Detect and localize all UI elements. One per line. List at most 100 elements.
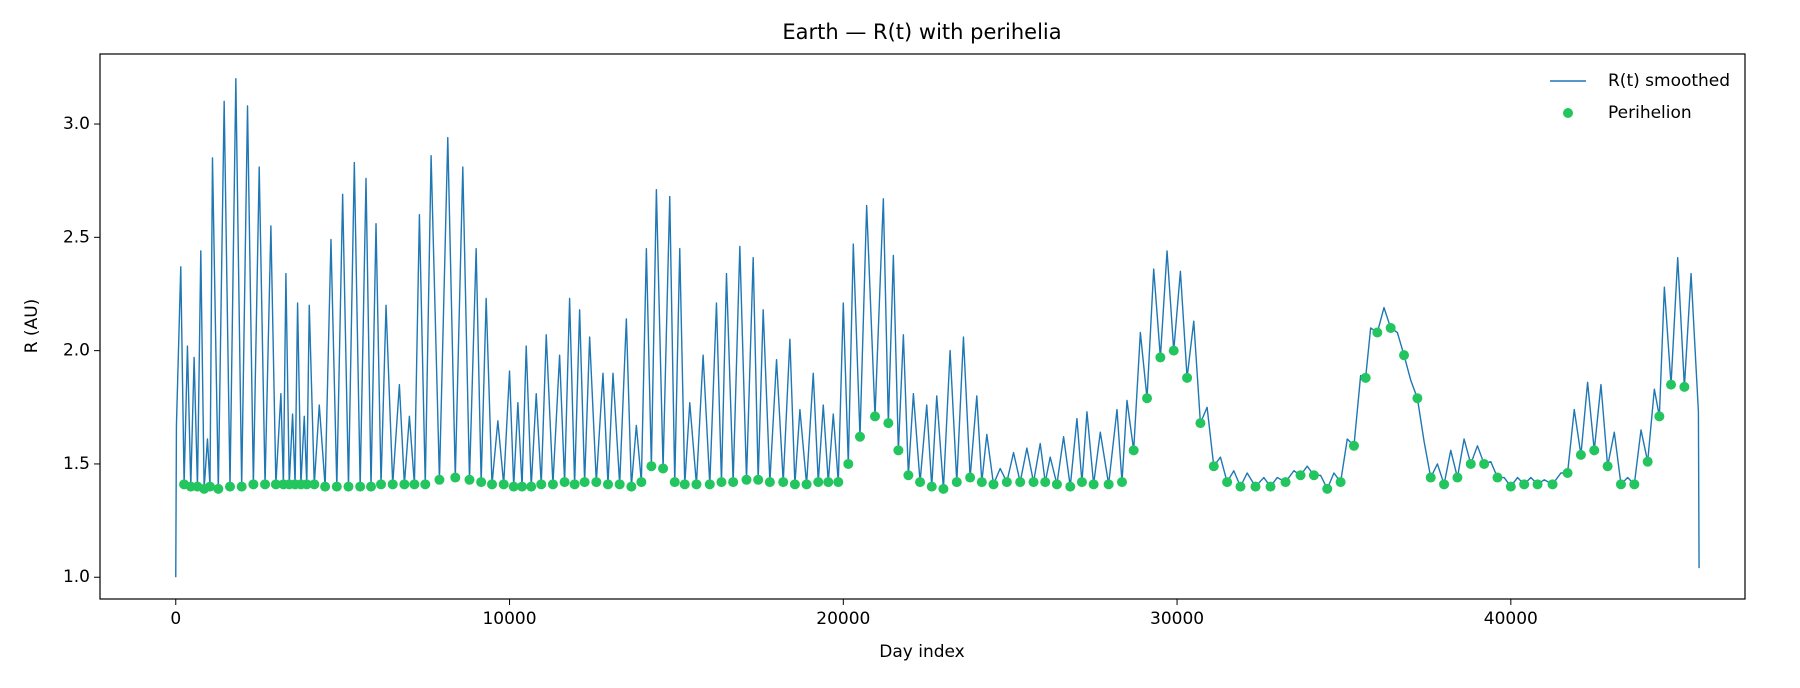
perihelion-point	[893, 445, 904, 456]
y-tick-label: 3.0	[63, 114, 90, 134]
perihelion-point	[517, 481, 528, 492]
x-tick-label: 0	[170, 609, 181, 629]
perihelion-point	[789, 479, 800, 490]
perihelion-point	[1562, 468, 1573, 479]
perihelion-point	[753, 474, 764, 485]
y-tick-label: 2.0	[63, 341, 90, 361]
perihelion-point	[1295, 470, 1306, 481]
perihelion-point	[1679, 381, 1690, 392]
perihelion-point	[1116, 477, 1127, 488]
perihelion-point	[1168, 345, 1179, 356]
perihelion-point	[1142, 393, 1153, 404]
perihelion-point	[1412, 393, 1423, 404]
perihelion-point	[1040, 477, 1051, 488]
perihelion-point	[1348, 440, 1359, 451]
perihelion-point	[951, 477, 962, 488]
perihelion-point	[1505, 481, 1516, 492]
perihelion-point	[225, 481, 236, 492]
x-tick-label: 30000	[1150, 609, 1204, 629]
perihelion-point	[1602, 461, 1613, 472]
perihelion-point	[409, 479, 420, 490]
perihelion-point	[1492, 472, 1503, 483]
perihelion-point	[236, 481, 247, 492]
perihelion-point	[915, 477, 926, 488]
y-tick-label: 2.5	[63, 227, 90, 247]
perihelion-point	[1308, 470, 1319, 481]
perihelion-point	[1452, 472, 1463, 483]
perihelion-point	[691, 479, 702, 490]
perihelion-point	[1028, 477, 1039, 488]
perihelion-point	[1155, 352, 1166, 363]
perihelion-point	[614, 479, 625, 490]
perihelion-point	[764, 477, 775, 488]
perihelion-point	[1076, 477, 1087, 488]
x-tick-label: 10000	[482, 609, 536, 629]
perihelion-point	[1182, 372, 1193, 383]
legend-swatch	[1563, 108, 1573, 118]
perihelion-point	[1519, 479, 1530, 490]
perihelion-point	[1666, 379, 1677, 390]
perihelion-point	[487, 479, 498, 490]
perihelion-point	[559, 477, 570, 488]
perihelion-point	[728, 477, 739, 488]
data-line	[175, 78, 1700, 578]
perihelion-point	[1222, 477, 1233, 488]
x-tick-label: 20000	[816, 609, 870, 629]
perihelion-point	[870, 411, 881, 422]
perihelion-point	[636, 477, 647, 488]
perihelion-point	[508, 481, 519, 492]
perihelion-point	[1629, 479, 1640, 490]
perihelion-point	[965, 472, 976, 483]
perihelion-point	[1439, 479, 1450, 490]
perihelion-point	[669, 477, 680, 488]
perihelion-point	[1088, 479, 1099, 490]
perihelion-point	[813, 477, 824, 488]
perihelion-point	[1654, 411, 1665, 422]
perihelion-point	[741, 474, 752, 485]
perihelion-point	[704, 479, 715, 490]
perihelion-point	[434, 474, 445, 485]
perihelion-point	[1589, 445, 1600, 456]
y-tick-label: 1.5	[63, 454, 90, 474]
perihelion-point	[387, 479, 398, 490]
plot-area	[175, 78, 1700, 578]
perihelion-point	[801, 479, 812, 490]
perihelion-point	[1360, 372, 1371, 383]
perihelion-point	[1399, 350, 1410, 361]
perihelion-point	[591, 477, 602, 488]
perihelion-point	[716, 477, 727, 488]
perihelion-point	[1265, 481, 1276, 492]
perihelion-point	[626, 481, 637, 492]
perihelion-point	[343, 481, 354, 492]
perihelion-point	[658, 463, 669, 474]
perihelion-point	[1250, 481, 1261, 492]
perihelion-point	[331, 481, 342, 492]
perihelion-point	[1615, 479, 1626, 490]
perihelion-point	[399, 479, 410, 490]
perihelion-point	[1280, 477, 1291, 488]
legend-label: Perihelion	[1608, 103, 1692, 123]
perihelion-point	[526, 481, 537, 492]
perihelion-point	[823, 477, 834, 488]
perihelion-point	[1425, 472, 1436, 483]
x-tick-label: 40000	[1484, 609, 1538, 629]
perihelion-point	[679, 479, 690, 490]
x-axis-label: Day index	[879, 642, 964, 662]
perihelion-point	[1195, 418, 1206, 429]
perihelion-point	[1465, 458, 1476, 469]
perihelion-point	[988, 479, 999, 490]
perihelion-point	[476, 477, 487, 488]
perihelion-point	[976, 477, 987, 488]
perihelion-point	[602, 479, 613, 490]
y-tick-label: 1.0	[63, 567, 90, 587]
perihelion-point	[366, 481, 377, 492]
perihelion-point	[301, 479, 312, 490]
y-axis-label: R (AU)	[22, 299, 42, 354]
perihelion-point	[213, 483, 224, 494]
perihelion-point	[579, 477, 590, 488]
perihelion-point	[420, 479, 431, 490]
perihelion-point	[309, 479, 320, 490]
perihelion-point	[843, 458, 854, 469]
perihelion-point	[1532, 479, 1543, 490]
perihelion-point	[1547, 479, 1558, 490]
